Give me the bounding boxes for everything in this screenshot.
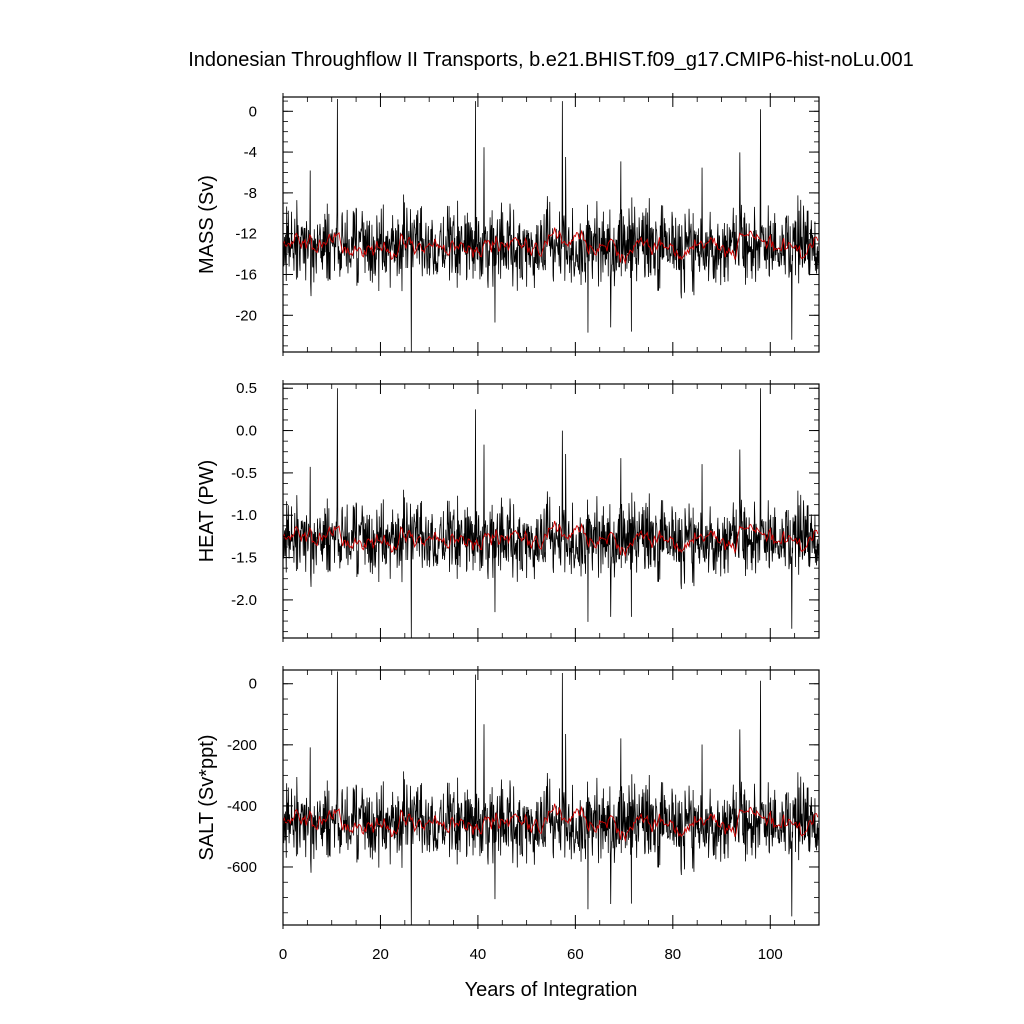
x-tick-label: 100 xyxy=(758,946,783,963)
panel-3: 0 -200 -400 -600 0 20 40 60 80 100 SALT (Sv*ppt) xyxy=(196,666,820,963)
smoothed-transport-line xyxy=(283,227,819,265)
figure-title: Indonesian Throughflow II Transports, b.… xyxy=(188,49,914,71)
panels: 0 -4 -8 -12 -16 -20 MASS (Sv) 0.5 0.0 -0.5 -1.0 -1.… xyxy=(196,93,820,963)
y-axis-label: SALT (Sv*ppt) xyxy=(196,735,218,861)
y-tick-label: -20 xyxy=(235,307,257,324)
y-tick-label: -16 xyxy=(235,266,257,283)
y-tick-label: -1.0 xyxy=(231,507,257,524)
smoothed-transport-line xyxy=(283,803,819,843)
y-tick-label: -2.0 xyxy=(231,592,257,609)
y-tick-label: -600 xyxy=(227,859,257,876)
y-axis-label: MASS (Sv) xyxy=(196,175,218,274)
y-tick-label: -400 xyxy=(227,798,257,815)
y-axis-label: HEAT (PW) xyxy=(196,460,218,563)
y-tick-label: 0.0 xyxy=(236,423,257,440)
plot-frame xyxy=(282,383,820,639)
y-tick-label: -200 xyxy=(227,737,257,754)
y-tick-label: -8 xyxy=(244,185,257,202)
plot-frame xyxy=(282,669,820,926)
y-tick-label: -1.5 xyxy=(231,550,257,567)
y-tick-label: 0.5 xyxy=(236,380,257,397)
x-tick-label: 60 xyxy=(567,946,584,963)
monthly-transport-line xyxy=(283,99,819,352)
panel-1: 0 -4 -8 -12 -16 -20 MASS (Sv) xyxy=(196,93,820,356)
x-tick-label: 20 xyxy=(372,946,389,963)
y-tick-label: 0 xyxy=(249,676,257,693)
y-tick-label: 0 xyxy=(249,103,257,120)
x-tick-label: 80 xyxy=(664,946,681,963)
y-tick-label: -12 xyxy=(235,226,257,243)
y-tick-label: -4 xyxy=(244,144,257,161)
x-tick-label: 40 xyxy=(470,946,487,963)
y-tick-label: -0.5 xyxy=(231,465,257,482)
panel-2: 0.5 0.0 -0.5 -1.0 -1.5 -2.0 HEAT (PW) xyxy=(196,380,820,642)
x-tick-label: 0 xyxy=(279,946,287,963)
monthly-transport-line xyxy=(283,388,819,638)
monthly-transport-line xyxy=(283,671,819,925)
x-axis-label: Years of Integration xyxy=(465,979,638,1001)
smoothed-transport-line xyxy=(283,520,819,558)
